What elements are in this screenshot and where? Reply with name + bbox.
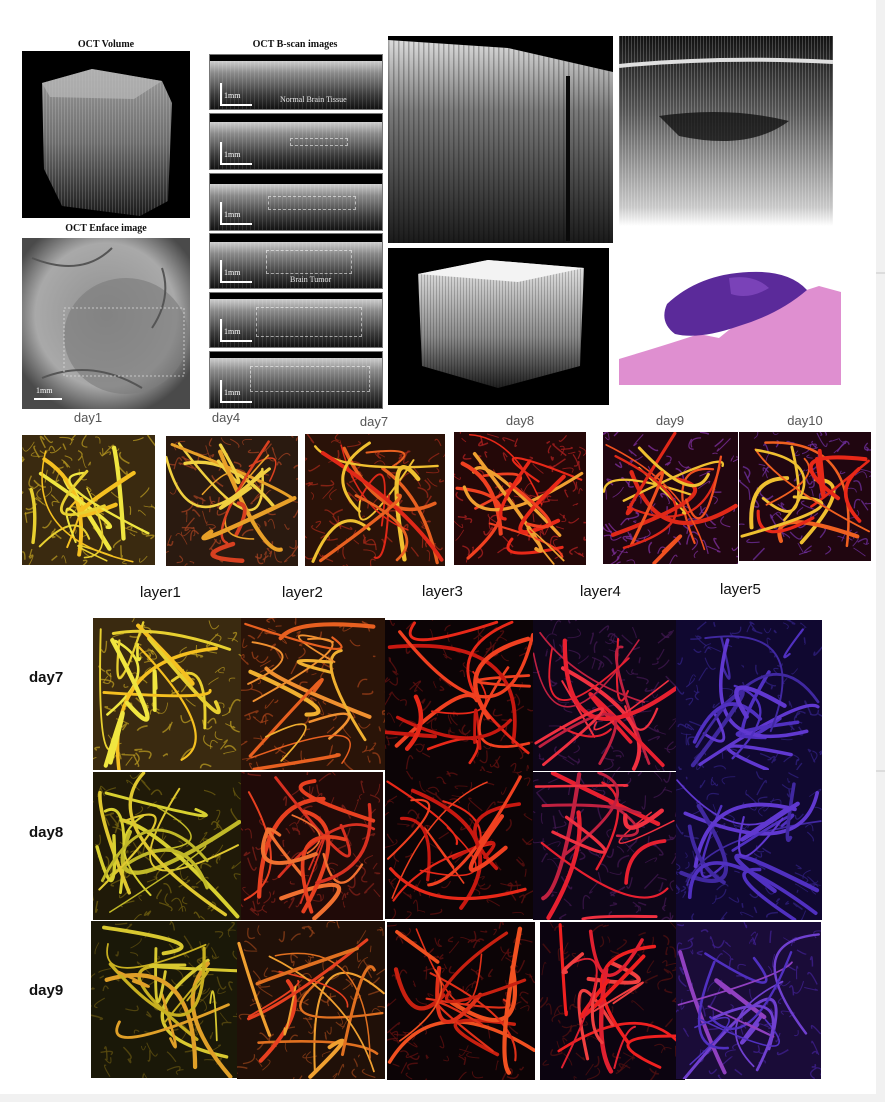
bscan-6: 1mm xyxy=(209,351,383,409)
layer-tile xyxy=(385,771,533,919)
right-edge xyxy=(876,0,885,1102)
layer-tile xyxy=(676,770,822,920)
vessel-network xyxy=(676,770,822,920)
vessel-network xyxy=(387,922,535,1080)
vessel-network xyxy=(237,921,385,1079)
vessel-network xyxy=(241,772,383,920)
bscan-4: 1mm Brain Tumor xyxy=(209,233,383,289)
bscan-scale-label: 1mm xyxy=(224,388,241,397)
bottom-edge xyxy=(0,1094,885,1102)
oct-3d-render-graphic xyxy=(418,260,584,388)
right-bscan-render xyxy=(619,36,833,226)
timeline-image xyxy=(166,436,298,566)
timeline-image xyxy=(22,435,155,565)
histology-image xyxy=(619,264,841,385)
timeline-day-label: day1 xyxy=(73,410,103,425)
vessel-network xyxy=(603,432,738,564)
edge-mark xyxy=(876,272,885,274)
layer-tile xyxy=(533,772,676,920)
vessel-network xyxy=(739,432,871,561)
timeline-image xyxy=(603,432,738,564)
grid-day-label: day7 xyxy=(29,669,64,686)
vessel-network xyxy=(93,618,241,770)
enface-scale-label: 1mm xyxy=(36,386,53,395)
layer-tile xyxy=(676,620,822,772)
vessel-network xyxy=(22,435,155,565)
bscan-3: 1mm xyxy=(209,173,383,231)
bscan-2: 1mm xyxy=(209,113,383,170)
layer-tile xyxy=(91,921,241,1078)
timeline-day-label: day8 xyxy=(505,413,535,428)
timeline-day-label: day7 xyxy=(359,414,389,429)
oct-volume-render xyxy=(42,69,172,216)
vessel-network xyxy=(676,922,821,1079)
oct-3d-render xyxy=(388,248,609,405)
vessel-network xyxy=(676,620,822,772)
timeline-image xyxy=(739,432,871,561)
oct-enface-image: 1mm xyxy=(22,238,190,409)
layer-label: layer3 xyxy=(422,583,463,600)
layer-label: layer5 xyxy=(720,581,761,598)
bscan-1: 1mm Normal Brain Tissue xyxy=(209,54,383,110)
vessel-network xyxy=(385,620,533,771)
layer-tile xyxy=(241,772,383,920)
bscan-scale-label: 1mm xyxy=(224,91,241,100)
layer-tile xyxy=(533,620,676,771)
timeline-day-label: day10 xyxy=(787,413,823,428)
oct-volume-image xyxy=(22,51,190,218)
vessel-network xyxy=(305,434,445,566)
vessel-network xyxy=(454,432,586,565)
layer-tile xyxy=(385,620,533,771)
vessel-network xyxy=(540,922,685,1080)
bscan-scale-label: 1mm xyxy=(224,327,241,336)
oct-volume-title: OCT Volume xyxy=(77,39,135,50)
layer-tile xyxy=(237,921,385,1079)
histology-render xyxy=(619,264,841,385)
grid-day-label: day9 xyxy=(29,982,64,999)
vessel-network xyxy=(93,772,241,920)
layer-label: layer4 xyxy=(580,583,621,600)
layer-tile xyxy=(676,922,821,1079)
timeline-day-label: day9 xyxy=(655,413,685,428)
layer-label: layer1 xyxy=(140,584,181,601)
right-bscan-image xyxy=(619,36,833,238)
layer-tile xyxy=(540,922,685,1080)
vessel-network xyxy=(533,620,676,771)
vessel-network xyxy=(241,618,385,770)
vessel-network xyxy=(166,436,298,566)
bscan-scale-label: 1mm xyxy=(224,268,241,277)
bscan-5: 1mm xyxy=(209,292,383,348)
layer-label: layer2 xyxy=(282,584,323,601)
normal-tissue-label: Normal Brain Tissue xyxy=(280,95,347,104)
layer-tile xyxy=(387,922,535,1080)
oct-enface-title: OCT Enface image xyxy=(65,223,147,234)
brain-tumor-label: Brain Tumor xyxy=(290,275,332,284)
layer-tile xyxy=(93,772,241,920)
timeline-day-label: day4 xyxy=(211,410,241,425)
oct-enface-render xyxy=(22,238,190,409)
timeline-image xyxy=(305,434,445,566)
timeline-image xyxy=(454,432,586,565)
bscan-scale-label: 1mm xyxy=(224,210,241,219)
vessel-network xyxy=(533,772,676,920)
oct-bscan-title: OCT B-scan images xyxy=(252,39,338,50)
grid-day-label: day8 xyxy=(29,824,64,841)
edge-mark xyxy=(876,770,885,772)
vessel-network xyxy=(385,771,533,919)
bscan-scale-label: 1mm xyxy=(224,150,241,159)
layer-tile xyxy=(241,618,385,770)
large-bscan-image xyxy=(388,36,613,243)
vessel-network xyxy=(91,921,241,1078)
large-bscan-render xyxy=(388,36,613,243)
layer-tile xyxy=(93,618,241,770)
